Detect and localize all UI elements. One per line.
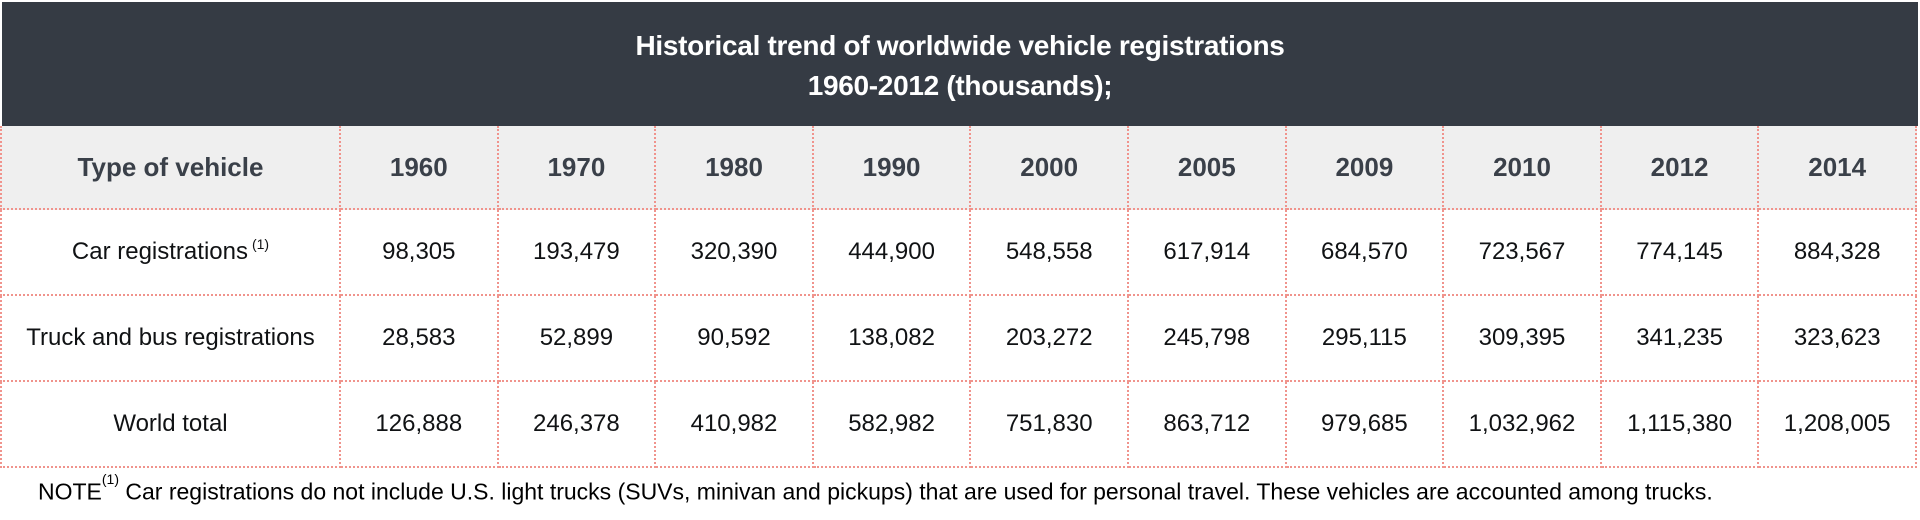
value-cell: 884,328 xyxy=(1759,210,1917,296)
value-cell: 320,390 xyxy=(656,210,814,296)
value-cell: 684,570 xyxy=(1286,210,1445,296)
value-cell: 138,082 xyxy=(813,296,972,382)
value-cell: 751,830 xyxy=(971,382,1129,468)
row-label-cell: Car registrations (1) xyxy=(0,210,341,296)
value-cell: 246,378 xyxy=(498,382,657,468)
value-cell: 444,900 xyxy=(813,210,972,296)
value-cell: 90,592 xyxy=(656,296,814,382)
value-cell: 28,583 xyxy=(341,296,499,382)
year-header-cell: 1970 xyxy=(498,126,657,210)
value-cell: 863,712 xyxy=(1129,382,1287,468)
year-header-cell: 2009 xyxy=(1286,126,1445,210)
value-cell: 410,982 xyxy=(656,382,814,468)
value-cell: 774,145 xyxy=(1601,210,1760,296)
year-header-cell: 2012 xyxy=(1601,126,1760,210)
value-cell: 295,115 xyxy=(1286,296,1445,382)
value-cell: 723,567 xyxy=(1444,210,1602,296)
value-cell: 52,899 xyxy=(498,296,657,382)
value-cell: 203,272 xyxy=(971,296,1129,382)
value-cell: 245,798 xyxy=(1129,296,1287,382)
value-cell: 126,888 xyxy=(341,382,499,468)
value-cell: 1,208,005 xyxy=(1759,382,1917,468)
row-label-cell: Truck and bus registrations xyxy=(0,296,341,382)
table-title-bar: Historical trend of worldwide vehicle re… xyxy=(2,2,1918,126)
value-cell: 98,305 xyxy=(341,210,499,296)
row-label-cell: World total xyxy=(0,382,341,468)
corner-header-cell: Type of vehicle xyxy=(0,126,341,210)
row-label-superscript: (1) xyxy=(251,236,270,252)
value-cell: 193,479 xyxy=(498,210,657,296)
year-header-cell: 2014 xyxy=(1759,126,1917,210)
year-header-cell: 1980 xyxy=(656,126,814,210)
value-cell: 1,032,962 xyxy=(1444,382,1602,468)
value-cell: 341,235 xyxy=(1601,296,1760,382)
registrations-table: Type of vehicle 1960 1970 1980 1990 2000 2005 2… xyxy=(0,126,1917,468)
year-header-cell: 1990 xyxy=(813,126,972,210)
value-cell: 548,558 xyxy=(971,210,1129,296)
footnote: NOTE(1) Car registrations do not include… xyxy=(38,471,1713,506)
table-title-line2: 1960-2012 (thousands); xyxy=(807,70,1113,101)
year-header-cell: 2000 xyxy=(971,126,1129,210)
footnote-superscript: (1) xyxy=(101,471,120,487)
value-cell: 323,623 xyxy=(1759,296,1917,382)
year-header-cell: 2010 xyxy=(1444,126,1602,210)
footnote-prefix: NOTE xyxy=(38,478,102,505)
footnote-text: Car registrations do not include U.S. li… xyxy=(119,478,1713,505)
value-cell: 979,685 xyxy=(1286,382,1445,468)
year-header-cell: 2005 xyxy=(1129,126,1287,210)
value-cell: 617,914 xyxy=(1129,210,1287,296)
value-cell: 309,395 xyxy=(1444,296,1602,382)
table-title-line1: Historical trend of worldwide vehicle re… xyxy=(635,30,1285,61)
year-header-cell: 1960 xyxy=(341,126,499,210)
value-cell: 1,115,380 xyxy=(1601,382,1760,468)
value-cell: 582,982 xyxy=(813,382,972,468)
